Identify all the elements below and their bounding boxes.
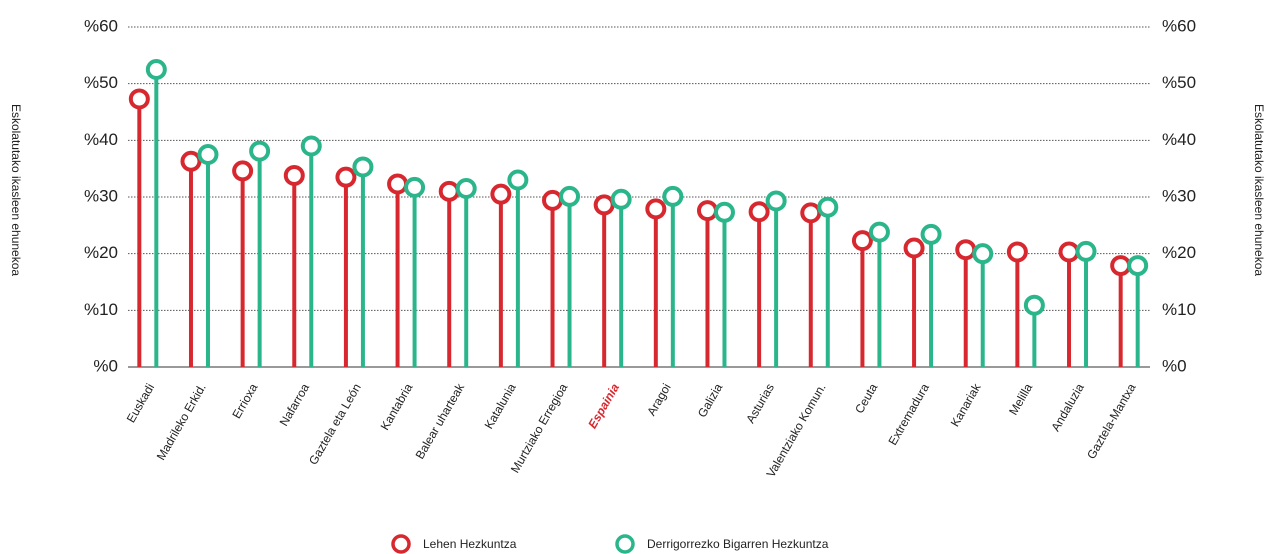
y-tick-label: %50 (84, 73, 118, 92)
y-tick-label: %10 (84, 300, 118, 319)
dot (455, 178, 477, 199)
dot (128, 88, 150, 110)
dot (300, 135, 322, 157)
y-tick-label: %60 (84, 16, 118, 35)
dot (817, 196, 839, 218)
dot (145, 59, 167, 80)
x-tick-label: Kanariak (948, 380, 984, 429)
legend-marker (391, 534, 411, 554)
y2-tick-label: %30 (1162, 186, 1196, 205)
y-tick-label: %0 (93, 356, 118, 375)
x-tick-label: Kantabria (378, 381, 416, 433)
dot (645, 198, 667, 220)
x-tick-label: Euskadi (124, 381, 157, 425)
dot (404, 176, 426, 198)
y2-tick-label: %60 (1162, 16, 1196, 35)
x-tick-label: Asturias (743, 381, 777, 426)
dot (232, 160, 254, 182)
dot (903, 237, 925, 259)
dot (249, 140, 271, 162)
dot (490, 183, 512, 205)
dot (1110, 255, 1132, 277)
x-tick-label: Galizia (695, 381, 726, 420)
y2-tick-label: %40 (1162, 130, 1196, 149)
dot (868, 221, 890, 243)
dot (800, 202, 822, 224)
dot (696, 200, 718, 222)
dot (283, 164, 305, 186)
dot (1075, 240, 1097, 262)
dot (713, 201, 735, 223)
x-tick-label: Madrileko Erkid. (154, 381, 209, 463)
x-tick-label: Ceuta (852, 381, 880, 416)
y2-tick-label: %0 (1162, 356, 1187, 375)
dot (593, 194, 615, 216)
y2-axis-label: Eskolatutako ikasleen ehunekoa (1252, 104, 1266, 276)
x-tick-label: Gaztela eta León (306, 381, 364, 467)
legend-marker (615, 534, 635, 554)
x-tick-label: Aragoi (644, 381, 673, 418)
dot (1058, 241, 1080, 263)
x-tick-label: Murtziako Erregioa (508, 381, 571, 475)
dot (352, 156, 374, 178)
dot (765, 190, 787, 212)
y2-tick-label: %20 (1162, 243, 1196, 262)
legend-label: Derrigorrezko Bigarren Hezkuntza (647, 537, 829, 551)
x-tick-label: Melilla (1006, 381, 1035, 418)
y2-tick-label: %50 (1162, 73, 1196, 92)
x-tick-label: Errioxa (229, 381, 260, 421)
dot (1023, 294, 1045, 316)
x-tick-label: Valentziako Komun. (764, 381, 829, 480)
dot (335, 166, 357, 188)
x-tick-label: Nafarroa (277, 381, 313, 429)
x-tick-label: Espainia (585, 381, 622, 431)
dot (559, 185, 581, 207)
x-tick-label: Andaluzia (1048, 381, 1087, 434)
dot (972, 243, 994, 265)
x-tick-label: Extremadura (885, 381, 932, 448)
x-tick-label: Katalunia (482, 381, 519, 432)
dot (542, 189, 564, 211)
dot (662, 185, 684, 207)
dot (955, 239, 977, 261)
y2-tick-label: %10 (1162, 300, 1196, 319)
dot (197, 144, 219, 165)
dot (1006, 241, 1028, 263)
dot (507, 169, 529, 191)
dot (748, 201, 770, 223)
y-axis-label: Eskolatutako ikasleen ehunekoa (9, 104, 23, 276)
dot (851, 230, 873, 252)
dot (1127, 255, 1149, 277)
dot (180, 150, 202, 172)
dot (920, 223, 942, 245)
y-tick-label: %30 (84, 186, 118, 205)
x-tick-label: Balear uharteak (413, 380, 468, 461)
y-tick-label: %20 (84, 243, 118, 262)
dot (387, 173, 409, 195)
x-tick-label: Gaztela-Mantxa (1084, 381, 1139, 462)
legend-label: Lehen Hezkuntza (423, 537, 517, 551)
y-tick-label: %40 (84, 130, 118, 149)
dot (610, 188, 632, 210)
dot (438, 180, 460, 202)
